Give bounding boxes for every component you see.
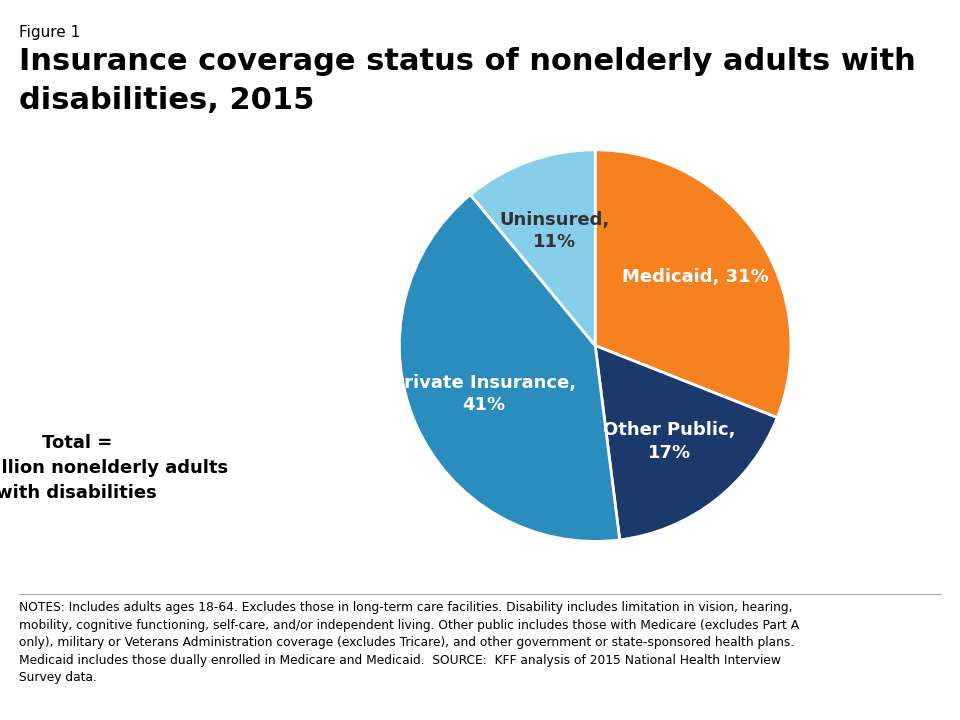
Text: Uninsured,
11%: Uninsured, 11% bbox=[499, 211, 610, 251]
Text: Private Insurance,
41%: Private Insurance, 41% bbox=[392, 374, 576, 414]
Text: Total =
22.1 million nonelderly adults
with disabilities: Total = 22.1 million nonelderly adults w… bbox=[0, 434, 228, 502]
Wedge shape bbox=[470, 150, 595, 346]
Text: Other Public,
17%: Other Public, 17% bbox=[604, 421, 736, 462]
Text: Figure 1: Figure 1 bbox=[19, 25, 81, 40]
Wedge shape bbox=[595, 346, 778, 540]
Text: KAISER: KAISER bbox=[833, 647, 919, 667]
Text: Insurance coverage status of nonelderly adults with: Insurance coverage status of nonelderly … bbox=[19, 47, 916, 76]
Wedge shape bbox=[595, 150, 791, 418]
Text: FOUNDATION: FOUNDATION bbox=[847, 695, 905, 703]
Text: NOTES: Includes adults ages 18-64. Excludes those in long-term care facilities. : NOTES: Includes adults ages 18-64. Exclu… bbox=[19, 601, 800, 684]
Text: THE HENRY J.: THE HENRY J. bbox=[846, 630, 906, 639]
Wedge shape bbox=[399, 194, 620, 541]
Text: Medicaid, 31%: Medicaid, 31% bbox=[622, 269, 769, 287]
Text: FAMILY: FAMILY bbox=[835, 667, 917, 688]
Text: disabilities, 2015: disabilities, 2015 bbox=[19, 86, 315, 115]
